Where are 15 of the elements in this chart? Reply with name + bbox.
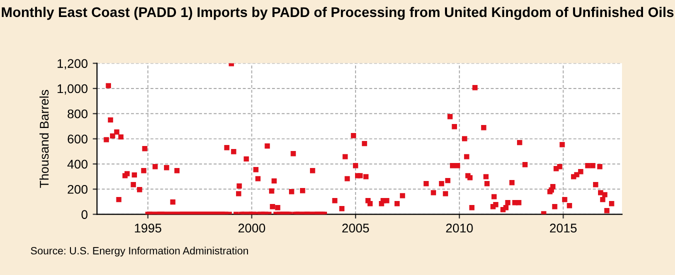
y-tick-label: 600 xyxy=(68,134,88,144)
y-tick-label: 400 xyxy=(67,160,88,169)
chart-title: Monthly East Coast (PADD 1) Imports by PADD of Processing from United Kingdom of Unfinished Oils xyxy=(2,6,674,20)
x-tick-label: 1995 xyxy=(134,224,162,233)
y-tick-label: 0 xyxy=(82,210,88,219)
y-axis-title: Thousand Barrels xyxy=(39,90,49,188)
y-tick-label: 1,000 xyxy=(58,84,88,95)
x-tick-label: 2010 xyxy=(446,224,473,233)
x-tick-label: 2005 xyxy=(342,224,369,233)
y-tick-label: 1,200 xyxy=(58,59,88,70)
y-tick-label: 800 xyxy=(68,109,88,118)
x-tick-label: 2000 xyxy=(238,224,266,233)
y-tick-label: 200 xyxy=(68,184,88,194)
x-tick-label: 2015 xyxy=(550,224,577,233)
source-note: Source: U.S. Energy Information Administration xyxy=(30,246,248,256)
